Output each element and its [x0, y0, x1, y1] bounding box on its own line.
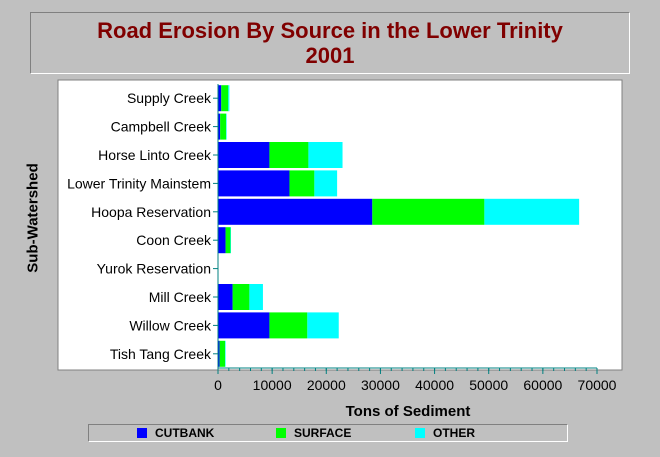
- bar-cutbank-5: [218, 227, 226, 254]
- y-tick-label-7: Mill Creek: [149, 289, 212, 305]
- bar-cutbank-9: [218, 340, 220, 367]
- bar-surface-0: [221, 85, 229, 112]
- plot-area: [57, 79, 623, 371]
- bar-surface-5: [225, 227, 231, 254]
- y-tick-label-5: Coon Creek: [136, 232, 212, 248]
- y-tick-label-2: Horse Linto Creek: [98, 147, 212, 163]
- bar-surface-2: [269, 142, 309, 168]
- y-tick-label-9: Tish Tang Creek: [110, 346, 212, 362]
- y-tick-label-8: Willow Creek: [129, 317, 212, 333]
- bar-cutbank-3: [218, 170, 290, 197]
- x-tick-label-2: 20000: [307, 377, 346, 393]
- bar-other-9: [225, 340, 226, 367]
- legend-swatch-surface: [276, 428, 286, 438]
- bar-other-4: [484, 198, 580, 225]
- x-tick-label-5: 50000: [469, 377, 508, 393]
- chart-title-box: Road Erosion By Source in the Lower Trin…: [30, 12, 630, 74]
- y-tick-label-6: Yurok Reservation: [97, 261, 211, 277]
- bar-surface-4: [372, 198, 485, 225]
- legend-item-surface: SURFACE: [276, 426, 351, 440]
- x-tick-label-4: 40000: [415, 377, 454, 393]
- bar-other-1: [226, 113, 227, 140]
- bar-surface-7: [232, 284, 250, 310]
- legend-swatch-other: [415, 428, 425, 438]
- y-tick-label-1: Campbell Creek: [111, 119, 212, 135]
- legend-label-other: OTHER: [433, 426, 475, 440]
- legend-item-cutbank: CUTBANK: [137, 426, 214, 440]
- legend-item-other: OTHER: [415, 426, 475, 440]
- bar-other-5: [230, 227, 231, 254]
- x-axis-label: Tons of Sediment: [345, 403, 471, 420]
- bar-surface-3: [289, 170, 315, 197]
- bar-surface-8: [269, 312, 308, 339]
- legend-swatch-cutbank: [137, 428, 147, 438]
- x-tick-label-7: 70000: [578, 377, 617, 393]
- y-tick-label-0: Supply Creek: [127, 90, 212, 106]
- bar-other-2: [308, 142, 343, 168]
- legend: CUTBANK SURFACE OTHER: [88, 424, 568, 442]
- bar-cutbank-2: [218, 142, 270, 168]
- legend-label-surface: SURFACE: [294, 426, 352, 440]
- bar-cutbank-1: [218, 113, 221, 140]
- bar-cutbank-7: [218, 284, 233, 310]
- bar-surface-1: [220, 113, 227, 140]
- y-axis-label: Sub-Watershed: [24, 163, 42, 273]
- bar-other-8: [307, 312, 339, 339]
- chart-title-line-1: Road Erosion By Source in the Lower Trin…: [97, 18, 563, 43]
- x-tick-label-6: 60000: [523, 377, 562, 393]
- bar-cutbank-8: [218, 312, 270, 339]
- bar-cutbank-4: [218, 198, 373, 225]
- x-tick-label-1: 10000: [253, 377, 292, 393]
- bar-cutbank-0: [218, 85, 222, 112]
- legend-label-cutbank: CUTBANK: [155, 426, 215, 440]
- bar-other-3: [314, 170, 338, 197]
- y-tick-label-3: Lower Trinity Mainstem: [67, 175, 211, 191]
- y-tick-label-4: Hoopa Reservation: [91, 204, 211, 220]
- chart-title-line-2: 2001: [305, 43, 355, 68]
- x-tick-label-3: 30000: [361, 377, 400, 393]
- bar-surface-9: [219, 340, 226, 367]
- bar-other-7: [249, 284, 263, 310]
- bar-other-0: [228, 85, 230, 112]
- x-tick-label-0: 0: [214, 377, 222, 393]
